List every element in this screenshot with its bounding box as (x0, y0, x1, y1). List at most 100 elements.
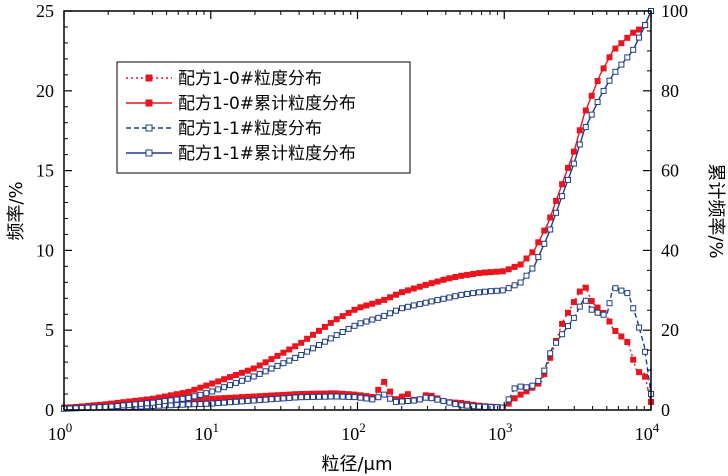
data-point (606, 77, 613, 84)
data-point (553, 209, 560, 216)
data-point (517, 391, 524, 398)
x-tick-label: 104 (635, 420, 660, 444)
data-point (505, 266, 512, 273)
data-point (523, 272, 530, 279)
data-point (209, 400, 216, 407)
data-point (280, 349, 287, 356)
data-point (642, 373, 649, 380)
data-point (594, 304, 601, 311)
data-point (404, 391, 411, 398)
data-point (618, 287, 625, 294)
data-point (642, 348, 649, 355)
data-point (286, 357, 293, 364)
data-point (102, 403, 109, 410)
data-point (333, 332, 340, 339)
data-point (559, 331, 566, 338)
data-point (256, 370, 263, 377)
data-point (606, 318, 613, 325)
data-point (357, 304, 364, 311)
data-point (529, 382, 536, 389)
data-point (428, 395, 435, 402)
x-axis-title: 粒径/μm (321, 454, 392, 475)
data-point (399, 289, 405, 296)
data-point (612, 45, 619, 52)
data-point (588, 306, 595, 313)
data-point (327, 393, 334, 400)
data-point (327, 319, 334, 326)
data-point (476, 403, 483, 410)
data-point (304, 335, 311, 342)
data-point (464, 402, 471, 409)
data-point (72, 405, 79, 412)
data-point (588, 111, 595, 118)
data-point (280, 395, 287, 402)
data-point (203, 400, 210, 407)
y-axis-title-left: 频率/% (6, 181, 27, 240)
data-point (167, 392, 174, 399)
data-point (404, 287, 411, 294)
data-point (404, 398, 411, 404)
data-point (576, 141, 583, 148)
data-point (630, 305, 637, 312)
data-point (588, 298, 595, 305)
data-point (316, 393, 322, 400)
y-left-tick-label: 20 (36, 81, 54, 101)
data-point (636, 324, 643, 331)
data-point (232, 379, 239, 386)
series-0 (61, 282, 654, 411)
data-point (126, 401, 133, 408)
data-point (493, 287, 500, 294)
y-ticks-left: 0 5 10 15 20 25 (36, 1, 72, 420)
x-tick-label: 101 (195, 420, 220, 444)
data-point (482, 403, 488, 410)
data-point (191, 386, 198, 393)
y-left-tick-label: 0 (45, 400, 54, 420)
data-point (144, 400, 150, 407)
data-point (167, 397, 174, 404)
data-point (304, 348, 311, 355)
data-point (399, 393, 405, 400)
data-point (310, 345, 316, 352)
data-point (565, 176, 571, 183)
data-point (517, 279, 524, 286)
y-left-tick-label: 5 (45, 320, 54, 340)
data-point (487, 404, 494, 411)
data-point (476, 270, 483, 277)
data-point (345, 309, 352, 316)
data-point (244, 397, 251, 404)
data-point (227, 374, 233, 381)
data-point (292, 343, 299, 350)
data-point (327, 335, 334, 342)
data-point (440, 295, 447, 302)
data-point (256, 397, 263, 404)
data-point (458, 272, 465, 279)
data-point (262, 396, 269, 403)
data-point (369, 300, 376, 307)
data-point (203, 382, 210, 389)
data-point (570, 314, 577, 321)
data-point (232, 398, 239, 405)
data-point (636, 26, 643, 33)
data-point (594, 309, 601, 316)
data-point (221, 384, 228, 391)
data-point (576, 127, 583, 134)
y-right-tick-label: 100 (661, 1, 688, 21)
data-point (173, 396, 180, 403)
data-point (179, 390, 186, 397)
data-point (268, 356, 275, 363)
data-point (339, 329, 346, 335)
data-point (250, 397, 257, 404)
series-layer (61, 8, 654, 412)
data-point (185, 394, 192, 401)
y-right-tick-label: 40 (661, 240, 679, 260)
data-point (600, 65, 607, 72)
data-point (612, 68, 619, 75)
data-point (268, 396, 275, 403)
data-point (517, 261, 524, 268)
data-point (624, 290, 631, 297)
data-point (339, 393, 346, 400)
data-point (570, 148, 577, 155)
data-point (642, 22, 649, 29)
data-point (452, 401, 459, 408)
data-point (351, 394, 358, 401)
